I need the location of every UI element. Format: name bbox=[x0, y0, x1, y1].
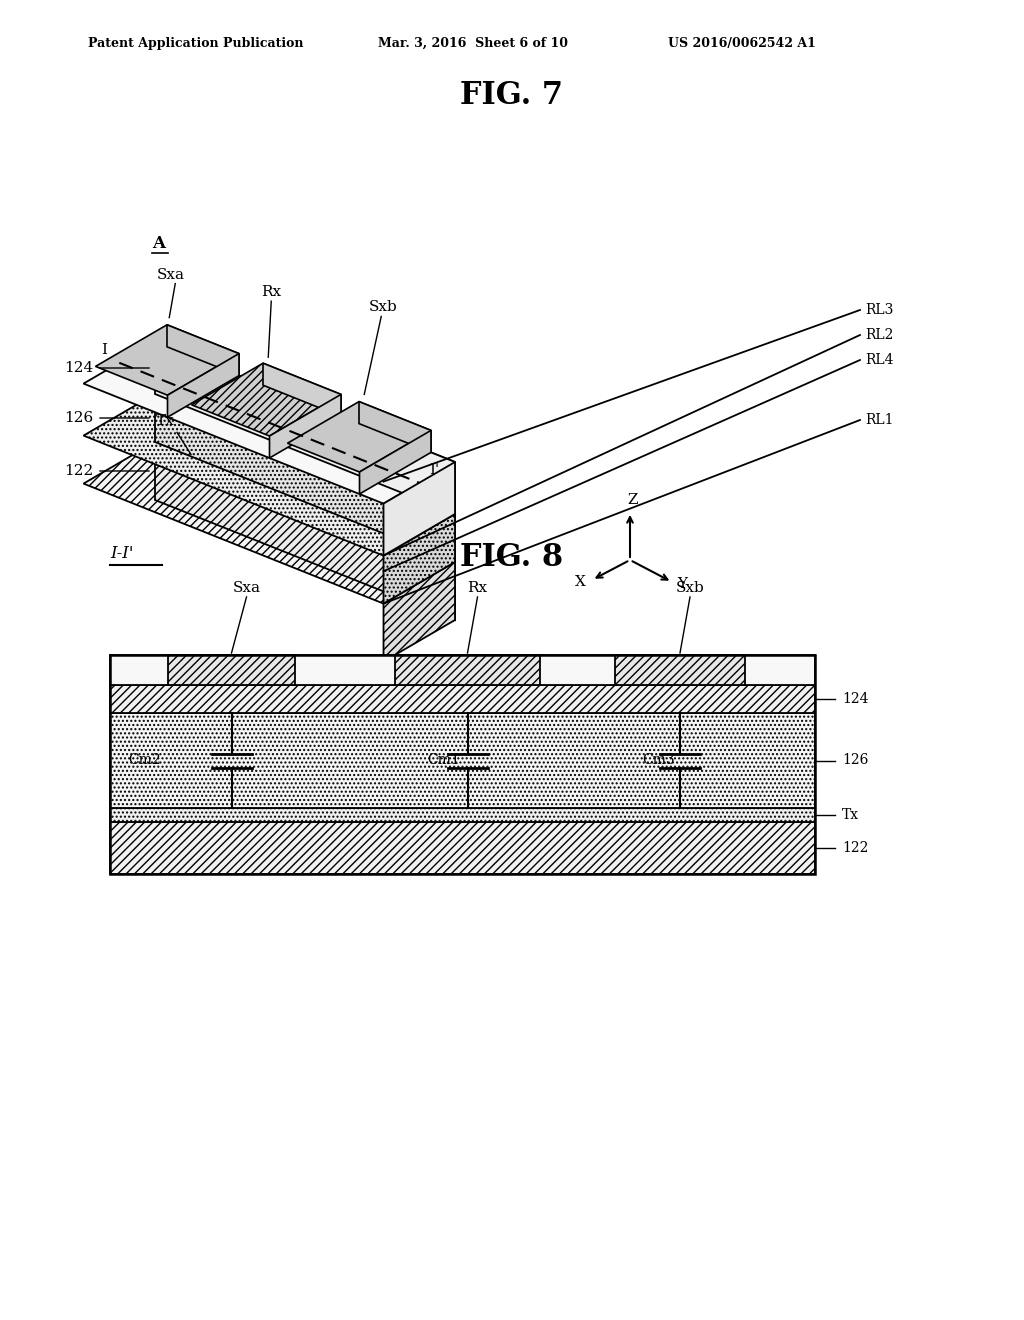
Text: RL4: RL4 bbox=[865, 352, 894, 367]
Text: RL3: RL3 bbox=[865, 304, 893, 317]
Text: US 2016/0062542 A1: US 2016/0062542 A1 bbox=[668, 37, 816, 50]
Polygon shape bbox=[167, 325, 239, 376]
Text: 124: 124 bbox=[842, 692, 868, 706]
Polygon shape bbox=[155, 342, 455, 513]
Bar bbox=[110, 655, 815, 874]
Bar bbox=[110, 822, 815, 874]
Text: I: I bbox=[101, 343, 108, 356]
Text: Tx: Tx bbox=[842, 808, 859, 822]
Polygon shape bbox=[359, 430, 431, 494]
Polygon shape bbox=[263, 363, 341, 416]
Bar bbox=[615, 655, 745, 685]
Polygon shape bbox=[269, 395, 341, 458]
Text: FIG. 8: FIG. 8 bbox=[461, 543, 563, 573]
Text: 122: 122 bbox=[63, 465, 93, 478]
Text: FIG. 7: FIG. 7 bbox=[461, 81, 563, 111]
Text: 124: 124 bbox=[63, 360, 93, 375]
Text: 126: 126 bbox=[63, 411, 93, 425]
Text: Rx: Rx bbox=[467, 581, 487, 595]
Text: Mar. 3, 2016  Sheet 6 of 10: Mar. 3, 2016 Sheet 6 of 10 bbox=[378, 37, 568, 50]
Polygon shape bbox=[155, 393, 455, 562]
Text: Y: Y bbox=[677, 577, 687, 591]
Polygon shape bbox=[191, 363, 341, 436]
Text: Sxa: Sxa bbox=[158, 268, 185, 281]
Text: Cm2: Cm2 bbox=[128, 754, 161, 767]
Text: Cm1: Cm1 bbox=[427, 754, 460, 767]
Polygon shape bbox=[359, 401, 431, 453]
Polygon shape bbox=[84, 393, 455, 556]
Polygon shape bbox=[384, 562, 455, 661]
Text: Rx: Rx bbox=[261, 285, 282, 300]
Polygon shape bbox=[95, 325, 239, 395]
Text: I': I' bbox=[429, 463, 439, 477]
Text: I-I': I-I' bbox=[110, 545, 133, 562]
Bar bbox=[110, 655, 815, 685]
Polygon shape bbox=[384, 462, 455, 556]
Polygon shape bbox=[84, 342, 455, 504]
Bar bbox=[110, 685, 815, 713]
Text: RL2: RL2 bbox=[865, 327, 893, 342]
Bar bbox=[110, 713, 815, 808]
Text: 126: 126 bbox=[842, 754, 868, 767]
Text: Sxa: Sxa bbox=[232, 581, 260, 595]
Text: RL1: RL1 bbox=[865, 413, 894, 426]
Text: 122: 122 bbox=[842, 841, 868, 855]
Text: A: A bbox=[152, 235, 165, 252]
Polygon shape bbox=[155, 442, 455, 620]
Text: Patent Application Publication: Patent Application Publication bbox=[88, 37, 303, 50]
Polygon shape bbox=[168, 354, 239, 417]
Text: Sxb: Sxb bbox=[676, 581, 705, 595]
Text: X: X bbox=[575, 576, 586, 589]
Text: Z: Z bbox=[628, 492, 638, 507]
Text: Cm3: Cm3 bbox=[642, 754, 675, 767]
Polygon shape bbox=[84, 442, 455, 603]
Polygon shape bbox=[384, 513, 455, 603]
Text: Sxb: Sxb bbox=[370, 301, 398, 314]
Polygon shape bbox=[288, 401, 431, 473]
Bar bbox=[168, 655, 295, 685]
Bar bbox=[110, 808, 815, 822]
Text: Tx: Tx bbox=[156, 414, 175, 429]
Bar bbox=[395, 655, 540, 685]
